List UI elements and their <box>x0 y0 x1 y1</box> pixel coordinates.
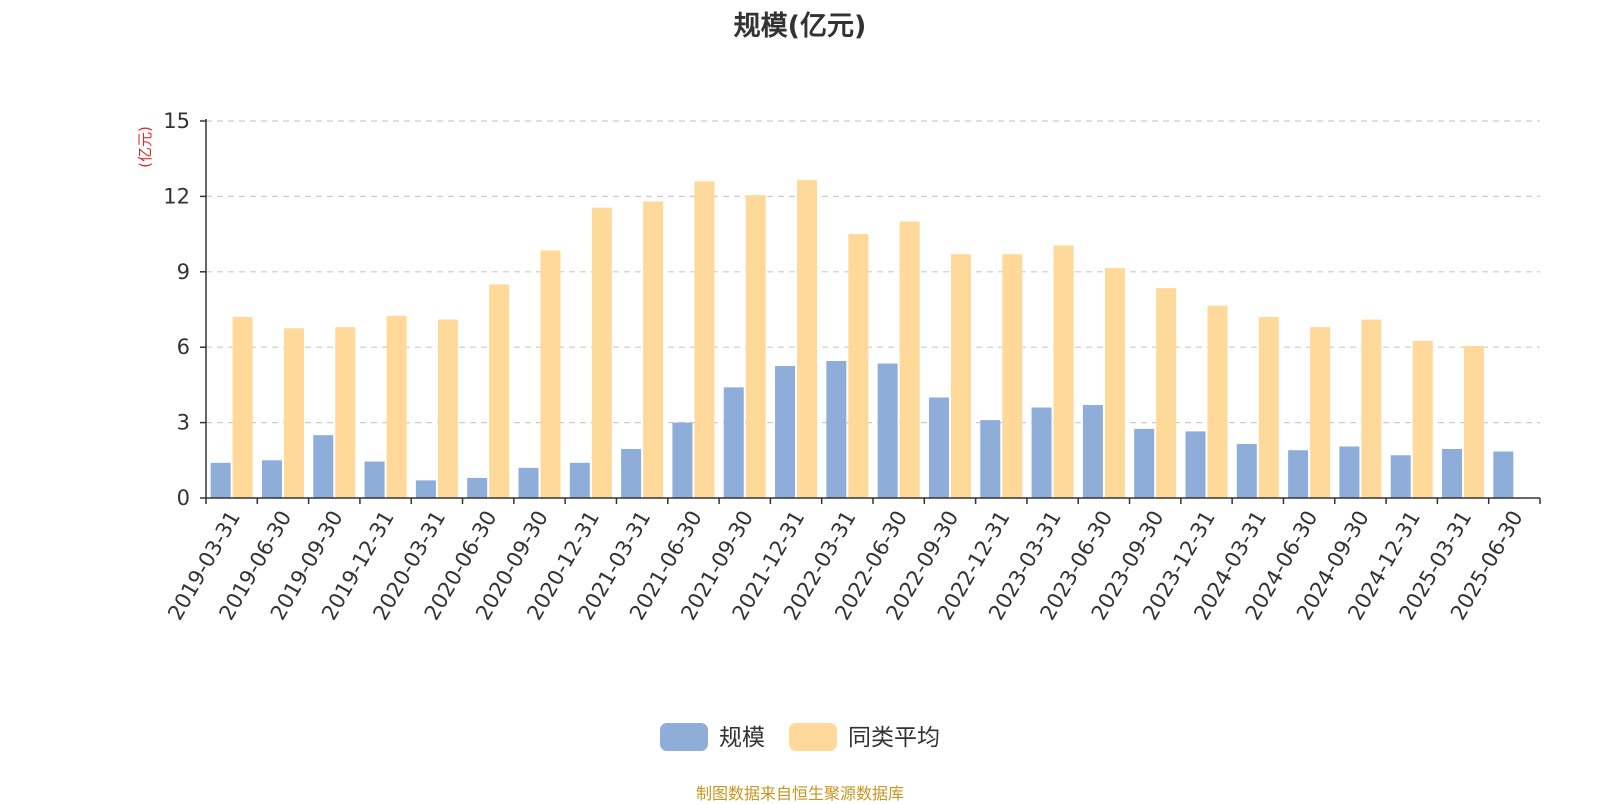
bar-peer-average <box>1156 288 1177 498</box>
y-tick-label: 6 <box>177 335 190 359</box>
bar-scale <box>1493 451 1514 498</box>
bar-scale <box>1031 407 1052 498</box>
bar-peer-average <box>694 181 715 498</box>
bar-scale <box>569 462 590 498</box>
bar-peer-average <box>386 315 407 498</box>
bar-peer-average <box>1053 245 1074 498</box>
bar-scale <box>518 467 539 498</box>
bar-peer-average <box>283 328 304 498</box>
bar-peer-average <box>1104 268 1125 498</box>
bar-scale <box>364 461 385 498</box>
bar-scale <box>775 366 796 498</box>
bar-peer-average <box>1258 317 1279 498</box>
bar-layer <box>210 180 1514 499</box>
bar-peer-average <box>489 284 510 498</box>
bar-peer-average <box>1464 345 1485 498</box>
legend-swatch <box>789 723 837 751</box>
y-tick-label: 15 <box>163 109 190 133</box>
bar-peer-average <box>745 195 766 499</box>
bar-peer-average <box>591 207 612 498</box>
bar-peer-average <box>848 234 869 498</box>
bar-scale <box>1236 443 1257 498</box>
bar-scale <box>467 477 488 498</box>
bar-peer-average <box>643 201 664 498</box>
legend-swatch <box>660 723 708 751</box>
bar-scale <box>928 397 949 498</box>
bar-scale <box>1442 448 1463 498</box>
legend: 规模 同类平均 <box>660 723 940 751</box>
bar-peer-average <box>1412 340 1433 498</box>
bar-peer-average <box>232 317 253 498</box>
bar-peer-average <box>1310 327 1331 498</box>
bar-scale <box>621 448 642 498</box>
legend-label: 规模 <box>719 725 765 751</box>
bar-scale <box>1134 428 1155 498</box>
bar-scale <box>672 422 693 498</box>
bar-peer-average <box>797 180 818 498</box>
source-note: 制图数据来自恒生聚源数据库 <box>695 784 904 803</box>
bar-scale <box>261 460 282 498</box>
bar-scale <box>980 420 1001 498</box>
bar-scale <box>210 462 231 498</box>
bar-peer-average <box>335 327 356 498</box>
bar-peer-average <box>1361 319 1382 498</box>
bar-scale <box>1185 431 1206 498</box>
y-axis-label: (亿元) <box>136 126 154 168</box>
bar-peer-average <box>899 221 920 499</box>
y-tick-label: 12 <box>163 184 190 208</box>
bar-peer-average <box>950 254 971 498</box>
bar-peer-average <box>540 250 561 498</box>
bar-peer-average <box>1002 254 1023 498</box>
bar-scale <box>1390 455 1411 498</box>
bar-scale <box>826 361 847 498</box>
bar-scale <box>877 363 898 498</box>
bar-scale <box>313 435 334 498</box>
bar-scale <box>723 387 744 498</box>
legend-label: 同类平均 <box>848 725 940 751</box>
bar-scale <box>1082 405 1103 498</box>
y-tick-label: 0 <box>177 486 190 510</box>
bar-peer-average <box>1207 305 1228 498</box>
bar-peer-average <box>437 319 458 498</box>
y-tick-label: 9 <box>177 260 190 284</box>
bar-scale <box>1339 446 1360 498</box>
bar-scale <box>415 480 436 498</box>
y-tick-label: 3 <box>177 411 190 435</box>
chart-title: 规模(亿元) <box>733 11 867 42</box>
bar-scale <box>1288 450 1309 498</box>
